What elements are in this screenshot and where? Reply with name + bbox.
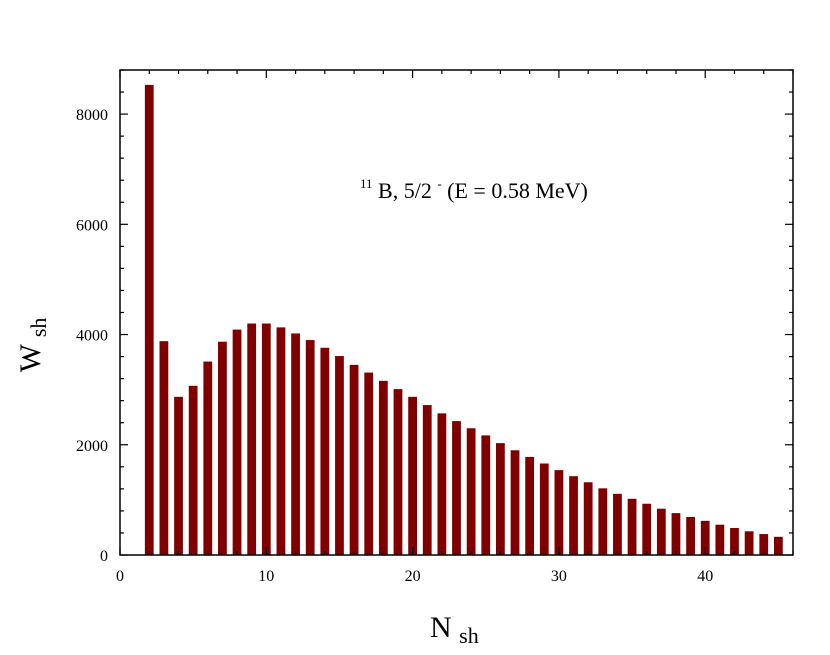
y-axis-title-sub: sh <box>26 318 51 338</box>
bar-n7 <box>218 341 227 555</box>
y-axis-title: W sh <box>14 318 51 373</box>
bar-n26 <box>496 443 505 555</box>
bar-n21 <box>422 405 432 555</box>
y-tick-label: 2000 <box>76 438 108 455</box>
bar-n45 <box>773 536 783 555</box>
bar-n6 <box>203 361 213 555</box>
bar-n24 <box>466 428 476 555</box>
annotation-main-text: B, 5/2 <box>378 178 432 203</box>
x-tick-label: 20 <box>405 568 421 585</box>
y-tick-label: 4000 <box>76 328 108 345</box>
bar-n18 <box>378 380 388 555</box>
x-axis-title-sub: sh <box>459 623 479 648</box>
bar-n12 <box>291 333 300 555</box>
bar-n35 <box>627 498 637 555</box>
bar-n19 <box>393 389 403 555</box>
bar-n38 <box>671 513 681 555</box>
bar-n42 <box>730 527 739 555</box>
bar-n43 <box>744 531 754 555</box>
y-tick-label: 8000 <box>76 107 108 124</box>
bar-n25 <box>481 435 491 555</box>
bar-n29 <box>539 463 549 555</box>
bar-n10 <box>261 323 271 555</box>
annotation-parity-superscript: - <box>437 176 441 191</box>
x-axis-title-main: N <box>430 611 452 644</box>
bar-n16 <box>349 364 359 555</box>
bar-n20 <box>408 396 417 555</box>
x-tick-label: 30 <box>551 568 567 585</box>
bar-n44 <box>759 534 769 555</box>
bar-n32 <box>583 482 593 555</box>
y-tick-label: 6000 <box>76 217 108 234</box>
bar-n39 <box>686 516 695 555</box>
bar-n23 <box>452 421 461 555</box>
bar-n4 <box>174 396 183 555</box>
y-axis-title-group: W sh <box>14 318 51 373</box>
x-tick-label: 0 <box>116 568 124 585</box>
x-tick-label: 40 <box>697 568 713 585</box>
bar-n8 <box>232 329 242 555</box>
bar-n36 <box>642 503 652 555</box>
bar-n17 <box>364 372 374 555</box>
y-tick-label: 0 <box>100 548 108 565</box>
bar-n34 <box>613 493 622 555</box>
bar-n41 <box>715 524 725 555</box>
bar-n28 <box>525 456 535 555</box>
bar-n2 <box>144 84 154 555</box>
bar-n15 <box>335 356 344 555</box>
bar-n37 <box>656 508 666 555</box>
bar-n22 <box>437 413 447 555</box>
bar-n3 <box>159 341 169 555</box>
ticks-group <box>119 69 794 556</box>
annotation-mass-superscript: 11 <box>360 176 373 191</box>
y-axis-title-main: W <box>14 343 47 372</box>
bar-n13 <box>305 340 315 555</box>
bar-n30 <box>554 470 564 556</box>
bar-n11 <box>276 327 286 555</box>
bar-n33 <box>598 488 608 555</box>
x-axis-title: N sh <box>430 611 479 648</box>
bar-n31 <box>569 476 578 555</box>
bar-n27 <box>510 450 520 555</box>
annotation-label: 11 B, 5/2 - (E = 0.58 MeV) <box>360 168 588 203</box>
bar-n40 <box>700 520 710 555</box>
x-tick-label: 10 <box>258 568 274 585</box>
bars-group <box>144 84 783 556</box>
tick-labels-group: 0 10 20 30 40 0 2000 4000 6000 8000 <box>76 107 713 585</box>
bar-n9 <box>247 323 257 555</box>
bar-n14 <box>320 347 330 555</box>
annotation-tail-text: (E = 0.58 MeV) <box>447 178 588 203</box>
bar-n5 <box>188 385 198 555</box>
